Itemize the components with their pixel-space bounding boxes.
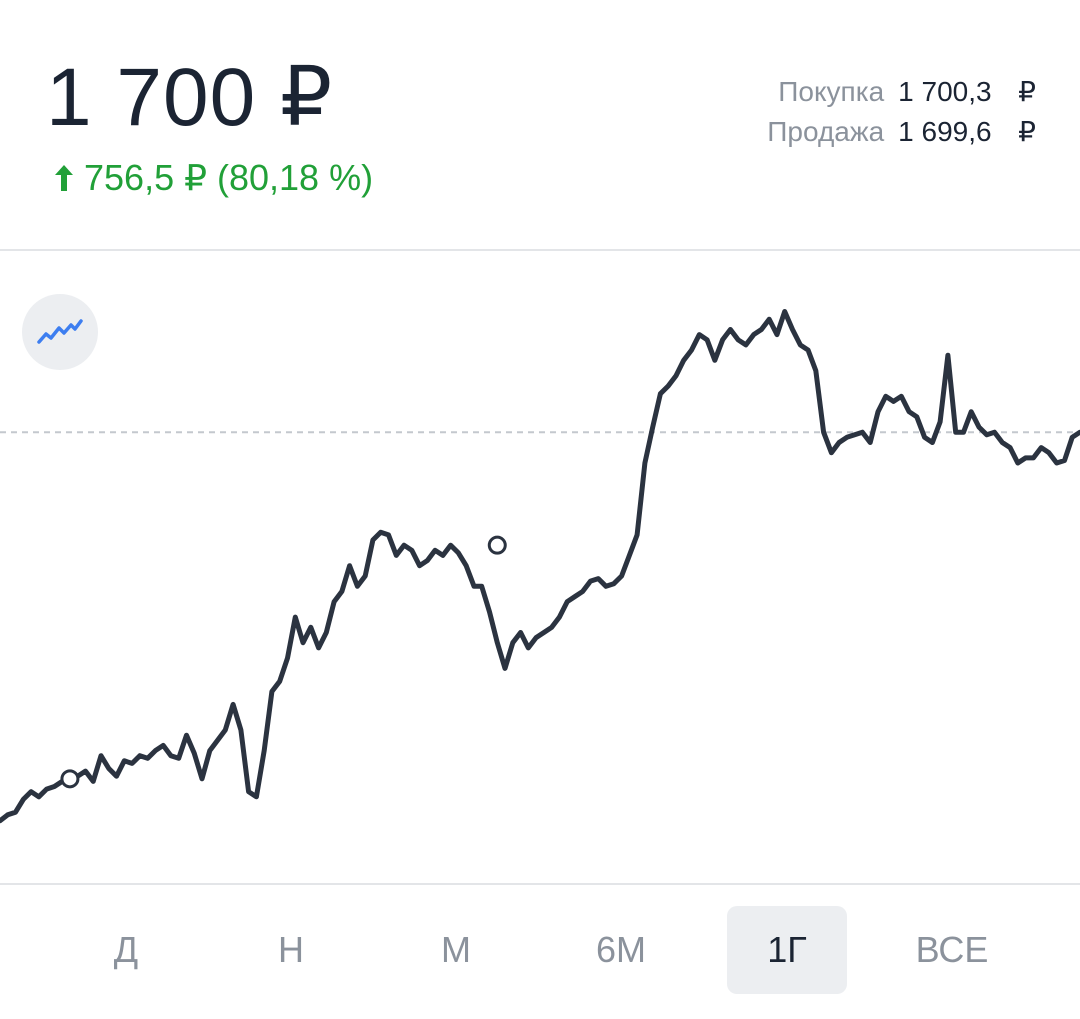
- period-tab-day[interactable]: Д: [66, 906, 186, 994]
- period-label: ВСЕ: [915, 929, 989, 970]
- period-tab-6-months[interactable]: 6М: [561, 906, 681, 994]
- chart-divider: [0, 883, 1080, 885]
- period-label: Н: [278, 929, 304, 970]
- period-tab-year[interactable]: 1Г: [727, 906, 847, 994]
- sell-currency: ₽: [1018, 116, 1036, 147]
- period-tab-month[interactable]: М: [396, 906, 516, 994]
- period-tab-all[interactable]: ВСЕ: [892, 906, 1012, 994]
- buy-quote: Покупка 1 700,3 ₽: [778, 74, 1036, 110]
- period-label: М: [441, 929, 471, 970]
- price-series-line: [0, 309, 1080, 824]
- buy-value: 1 700,3: [898, 76, 992, 107]
- sell-value: 1 699,6: [898, 116, 992, 147]
- period-label: 6М: [595, 929, 646, 970]
- arrow-up-icon: [55, 165, 73, 191]
- price-chart[interactable]: [0, 251, 1080, 883]
- header-divider: [0, 249, 1080, 251]
- price-change-value: 756,5 ₽ (80,18 %): [84, 157, 374, 198]
- current-price: 1 700 ₽: [46, 52, 334, 143]
- sell-label: Продажа: [767, 116, 885, 147]
- sell-quote: Продажа 1 699,6 ₽: [767, 114, 1036, 150]
- period-label: Д: [113, 929, 139, 970]
- buy-label: Покупка: [778, 76, 885, 107]
- period-selector: Д Н М 6М 1Г ВСЕ: [0, 906, 1080, 996]
- price-change: 756,5 ₽ (80,18 %): [52, 156, 373, 200]
- buy-currency: ₽: [1018, 76, 1036, 107]
- line-chart-icon: [37, 319, 83, 344]
- period-label: 1Г: [767, 929, 807, 970]
- event-marker-2[interactable]: [487, 535, 507, 555]
- chart-type-toggle[interactable]: [22, 294, 98, 370]
- event-marker-1[interactable]: [60, 769, 80, 789]
- period-tab-week[interactable]: Н: [231, 906, 351, 994]
